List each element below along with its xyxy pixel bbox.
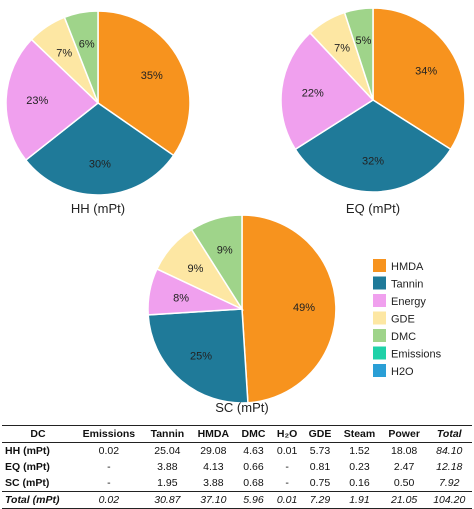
- pie-label-sc-hmda: 49%: [293, 302, 315, 314]
- table-cell: 0.01: [271, 443, 303, 460]
- table-cell: 0.16: [337, 475, 382, 492]
- pie-label-sc-energy: 8%: [173, 292, 189, 304]
- table-header-cell: Power: [382, 426, 427, 443]
- legend-label-gde: GDE: [391, 314, 415, 326]
- table-row-label: Total (mPt): [2, 492, 74, 509]
- table-header-cell: H₂O: [271, 426, 303, 443]
- legend-swatch-dmc: [373, 329, 386, 342]
- table-cell: 37.10: [191, 492, 236, 509]
- pie-chart-eq: 34% 32% 22% 7% 5%: [281, 8, 465, 192]
- pie-label-hh-hmda: 35%: [141, 70, 163, 82]
- pie-chart-sc: 49% 25% 8% 9% 9%: [148, 215, 336, 403]
- table-header-cell: Total: [427, 426, 473, 443]
- legend-label-hmda: HMDA: [391, 261, 424, 273]
- table-cell: 30.87: [144, 492, 191, 509]
- legend-swatch-hmda: [373, 259, 386, 272]
- legend-label-h2o: H2O: [391, 366, 414, 378]
- pie-label-eq-gde: 7%: [334, 43, 350, 55]
- pie-label-eq-hmda: 34%: [415, 66, 437, 78]
- table-header-cell: Tannin: [144, 426, 191, 443]
- table-header-cell: HMDA: [191, 426, 236, 443]
- pie-label-eq-dmc: 5%: [356, 35, 372, 47]
- legend-label-dmc: DMC: [391, 331, 416, 343]
- pie-chart-hh: 35% 30% 23% 7% 6%: [6, 11, 190, 195]
- table-cell: 0.50: [382, 475, 427, 492]
- table-cell: 0.81: [303, 459, 337, 475]
- table-header-cell: Emissions: [74, 426, 144, 443]
- table-cell: 4.13: [191, 459, 236, 475]
- legend-swatch-tannin: [373, 277, 386, 290]
- table-cell: 3.88: [144, 459, 191, 475]
- table-cell: -: [74, 459, 144, 475]
- table-row: EQ (mPt) - 3.88 4.13 0.66 - 0.81 0.23 2.47 12.18: [2, 459, 472, 475]
- table-cell: -: [271, 459, 303, 475]
- table-cell: 0.23: [337, 459, 382, 475]
- pie-label-hh-energy: 23%: [26, 95, 48, 107]
- legend: HMDA Tannin Energy GDE DMC Emissions H2O: [373, 259, 442, 378]
- legend-label-emissions: Emissions: [391, 349, 442, 361]
- table-cell: 12.18: [427, 459, 473, 475]
- table-body: HH (mPt) 0.02 25.04 29.08 4.63 0.01 5.73 1.52 18…: [2, 443, 472, 509]
- table-cell: 0.01: [271, 492, 303, 509]
- pie-title-eq: EQ (mPt): [346, 201, 400, 216]
- table-cell: 29.08: [191, 443, 236, 460]
- pie-label-eq-tannin: 32%: [362, 156, 384, 168]
- table-cell: 2.47: [382, 459, 427, 475]
- table-row: HH (mPt) 0.02 25.04 29.08 4.63 0.01 5.73 1.52 18…: [2, 443, 472, 460]
- table-cell: 1.52: [337, 443, 382, 460]
- table-row-label: EQ (mPt): [2, 459, 74, 475]
- table-cell: 5.73: [303, 443, 337, 460]
- pie-label-sc-gde: 9%: [188, 263, 204, 275]
- table-cell: 1.95: [144, 475, 191, 492]
- legend-label-energy: Energy: [391, 296, 426, 308]
- table-cell: 21.05: [382, 492, 427, 509]
- pie-charts-figure: 35% 30% 23% 7% 6% 34% 32% 22% 7% 5% 49% 25% 8% 9% 9%…: [0, 0, 474, 425]
- pie-label-hh-tannin: 30%: [89, 159, 111, 171]
- table-cell: -: [271, 475, 303, 492]
- table-row-label: HH (mPt): [2, 443, 74, 460]
- legend-swatch-gde: [373, 312, 386, 325]
- table-header-cell: DMC: [236, 426, 272, 443]
- table-cell: 3.88: [191, 475, 236, 492]
- pie-label-hh-gde: 7%: [56, 48, 72, 60]
- table-row-label: SC (mPt): [2, 475, 74, 492]
- table-header-row: DC Emissions Tannin HMDA DMC H₂O GDE Steam Power…: [2, 426, 472, 443]
- summary-table: DC Emissions Tannin HMDA DMC H₂O GDE Steam Power…: [2, 425, 472, 509]
- legend-swatch-emissions: [373, 347, 386, 360]
- table-cell: 7.29: [303, 492, 337, 509]
- table-cell: 0.75: [303, 475, 337, 492]
- pie-label-sc-dmc: 9%: [217, 244, 233, 256]
- table-cell: 104.20: [427, 492, 473, 509]
- pie-slice-sc-hmda: [242, 215, 336, 403]
- table-cell: 7.92: [427, 475, 473, 492]
- table-cell: 0.66: [236, 459, 272, 475]
- table-cell: -: [74, 475, 144, 492]
- table-cell: 5.96: [236, 492, 272, 509]
- table-cell: 0.02: [74, 492, 144, 509]
- pie-label-hh-dmc: 6%: [79, 38, 95, 50]
- legend-swatch-h2o: [373, 364, 386, 377]
- table-cell: 84.10: [427, 443, 473, 460]
- table-cell: 25.04: [144, 443, 191, 460]
- pie-title-sc: SC (mPt): [215, 400, 268, 415]
- legend-swatch-energy: [373, 294, 386, 307]
- table-row: SC (mPt) - 1.95 3.88 0.68 - 0.75 0.16 0.50 7.92: [2, 475, 472, 492]
- table-cell: 4.63: [236, 443, 272, 460]
- legend-label-tannin: Tannin: [391, 279, 423, 291]
- table-cell: 0.02: [74, 443, 144, 460]
- table-row: Total (mPt) 0.02 30.87 37.10 5.96 0.01 7.29 1.9…: [2, 492, 472, 509]
- pie-label-sc-tannin: 25%: [190, 351, 212, 363]
- table-cell: 18.08: [382, 443, 427, 460]
- table-header-cell: DC: [2, 426, 74, 443]
- table-header-cell: GDE: [303, 426, 337, 443]
- table-header-cell: Steam: [337, 426, 382, 443]
- table-cell: 1.91: [337, 492, 382, 509]
- pie-title-hh: HH (mPt): [71, 201, 125, 216]
- table-cell: 0.68: [236, 475, 272, 492]
- pie-label-eq-energy: 22%: [302, 87, 324, 99]
